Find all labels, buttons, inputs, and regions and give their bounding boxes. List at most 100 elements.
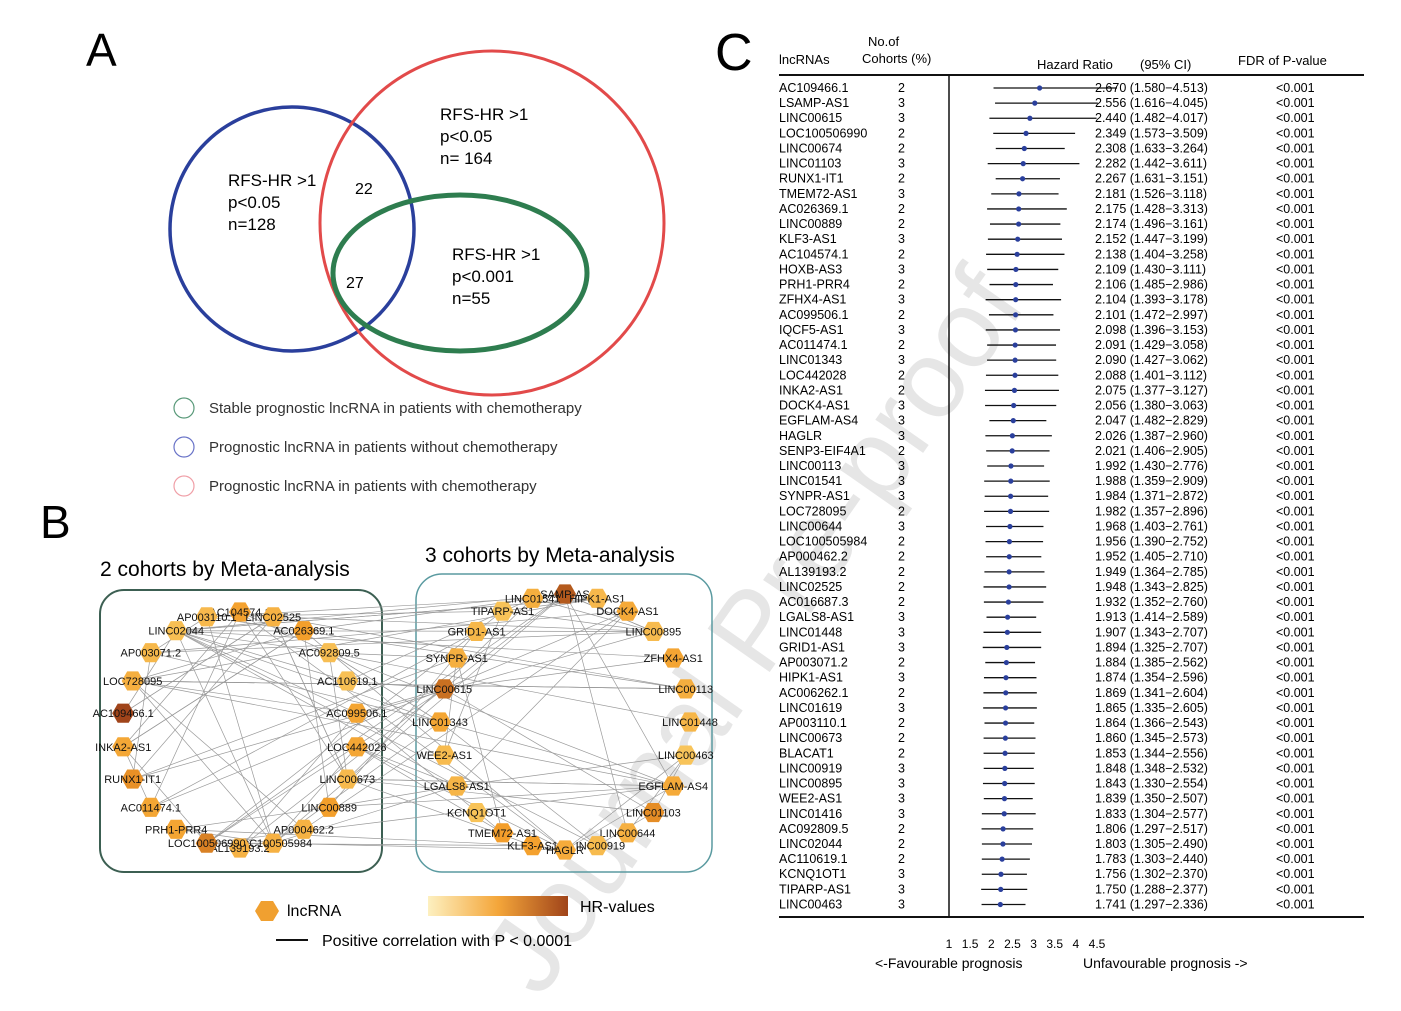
venn-label-blue-1: p<0.05 [228, 193, 280, 212]
row-name: LOC100506990 [779, 126, 867, 140]
row-fdr: <0.001 [1276, 852, 1315, 866]
row-hr-ci: 1.988 (1.359−2.909) [1095, 474, 1208, 488]
row-hr-ci: 2.091 (1.429−3.058) [1095, 338, 1208, 352]
row-hr-ci: 2.152 (1.447−3.199) [1095, 232, 1208, 246]
hr-point [1007, 508, 1014, 514]
row-cohorts: 2 [898, 731, 905, 745]
hr-point [1006, 539, 1013, 545]
row-hr-ci: 2.282 (1.442−3.611) [1095, 157, 1207, 171]
network-node-hex [465, 621, 488, 642]
network-edge [206, 785, 674, 844]
hr-point [1027, 115, 1033, 121]
row-name: IQCF5-AS1 [779, 323, 844, 337]
row-hr-ci: 1.869 (1.341−2.604) [1095, 686, 1208, 700]
row-name: KLF3-AS1 [779, 232, 837, 246]
network-node-label: TIPARP-AS1 [471, 606, 534, 618]
network-edge [328, 652, 441, 723]
network-node-hex [336, 671, 359, 691]
row-fdr: <0.001 [1276, 429, 1315, 443]
network-node-hex [292, 621, 315, 641]
network-node-label: LINC00615 [416, 684, 472, 696]
row-cohorts: 2 [898, 278, 905, 292]
network-node-hex [229, 602, 251, 622]
panel-a-letter: A [86, 24, 117, 76]
hr-point [1012, 342, 1018, 348]
network-node-label: INKA2-AS1 [95, 742, 151, 754]
network-edge [564, 593, 628, 833]
row-hr-ci: 2.026 (1.387−2.960) [1095, 429, 1208, 443]
row-cohorts: 3 [898, 792, 905, 806]
network-edge [132, 598, 598, 682]
network-edge [176, 630, 457, 787]
network-node-label: PRH1-PRR4 [145, 824, 207, 836]
col-header-cohorts-1: No.of [868, 34, 899, 49]
network-node-label: LOC100506990 [168, 838, 246, 850]
row-fdr: <0.001 [1276, 671, 1315, 685]
network-edge [329, 785, 457, 808]
row-fdr: <0.001 [1276, 792, 1315, 806]
row-name: LINC01619 [779, 701, 842, 715]
row-name: LINC00463 [779, 897, 842, 911]
col-header-cohorts-2: Cohorts (%) [862, 51, 931, 66]
hr-point [999, 856, 1005, 862]
row-cohorts: 2 [898, 716, 905, 730]
hr-point [1011, 387, 1018, 393]
network-edge [627, 754, 687, 834]
row-hr-ci: 2.056 (1.380−3.063) [1095, 399, 1208, 413]
network-node-hex [262, 607, 285, 627]
hr-point [1013, 266, 1019, 273]
hr-point [1021, 145, 1027, 152]
row-name: TIPARP-AS1 [779, 882, 851, 896]
x-tick-label: 4.5 [1089, 937, 1106, 951]
network-edge [206, 842, 533, 846]
hr-point [1005, 614, 1011, 620]
hr-point [1037, 85, 1043, 91]
panel-a-venn: A RFS-HR >1 p<0.05 n=128 RFS-HR >1 p<0.05 n= … [86, 24, 666, 497]
row-name: PRH1-PRR4 [779, 278, 850, 292]
row-cohorts: 3 [898, 459, 905, 473]
row-fdr: <0.001 [1276, 217, 1315, 231]
row-fdr: <0.001 [1276, 867, 1315, 881]
hr-point [1003, 675, 1009, 681]
row-cohorts: 3 [898, 777, 905, 791]
row-cohorts: 3 [898, 232, 905, 246]
network-node-label: AP003110.1 [177, 612, 237, 624]
row-cohorts: 3 [898, 761, 905, 775]
row-name: LOC442028 [779, 368, 846, 382]
network-node-hex [429, 712, 451, 732]
network-node-hex [345, 703, 368, 723]
row-fdr: <0.001 [1276, 565, 1315, 579]
network-edge [176, 828, 533, 846]
hr-point [1000, 841, 1006, 847]
row-name: SYNPR-AS1 [779, 489, 850, 503]
network-node-hex [292, 819, 315, 839]
venn-label-green-0: RFS-HR >1 [452, 245, 540, 264]
network-edge [273, 842, 566, 851]
x-tick-label: 3.5 [1046, 937, 1063, 951]
network-edge [132, 657, 457, 780]
row-name: AP003071.2 [779, 656, 848, 670]
row-cohorts: 3 [898, 519, 905, 533]
row-hr-ci: 1.894 (1.325−2.707) [1095, 640, 1208, 654]
network-node-hex [336, 769, 359, 789]
hr-point [1023, 130, 1029, 136]
x-tick-label: 1 [946, 937, 953, 951]
legend-edge-label: Positive correlation with P < 0.0001 [322, 933, 572, 950]
network-node-hex [195, 607, 218, 627]
row-fdr: <0.001 [1276, 580, 1315, 594]
network-node-hex [586, 836, 609, 856]
network-node-label: LINC01103 [626, 808, 681, 820]
row-cohorts: 2 [898, 504, 905, 518]
row-hr-ci: 2.075 (1.377−3.127) [1095, 383, 1208, 397]
network-node-label: AC110619.1 [317, 676, 377, 688]
network-node-label: HAGLR [546, 845, 584, 857]
network-edge [176, 630, 348, 682]
row-cohorts: 3 [898, 807, 905, 821]
row-name: GRID1-AS1 [779, 640, 845, 654]
xlabel-left: <-Favourable prognosis [875, 955, 1022, 971]
venn-legend-label-1: Prognostic lncRNA in patients without ch… [209, 439, 558, 456]
network-node-label: AC109466.1 [93, 708, 154, 720]
network-edge [132, 680, 274, 844]
venn-label-red-0: RFS-HR >1 [440, 105, 528, 124]
